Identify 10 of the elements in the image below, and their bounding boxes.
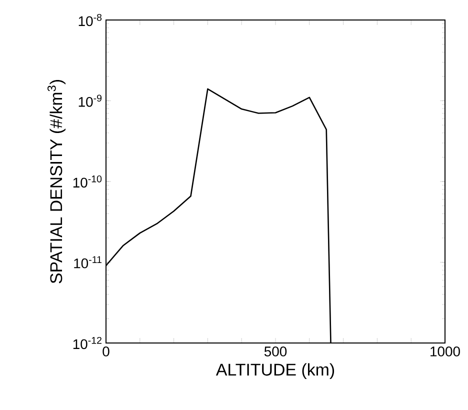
y-tick-label: 10$^{-9}$ xyxy=(78,94,102,107)
x-tick-label: 1000 xyxy=(430,346,460,356)
x-tick-label: 0 xyxy=(102,346,110,356)
x-tick-label: 500 xyxy=(264,346,287,356)
y-axis-title: SPATIAL DENSITY (#/km$^{3}$) xyxy=(47,80,66,284)
y-tick-label: 10$^{-11}$ xyxy=(74,256,102,268)
y-tick-label: 10$^{-10}$ xyxy=(73,175,102,188)
y-tick-label: 10$^{-12}$ xyxy=(73,336,102,350)
x-axis-title: ALTITUDE (km) xyxy=(216,363,334,380)
y-tick-label: 10$^{-8}$ xyxy=(78,14,102,26)
